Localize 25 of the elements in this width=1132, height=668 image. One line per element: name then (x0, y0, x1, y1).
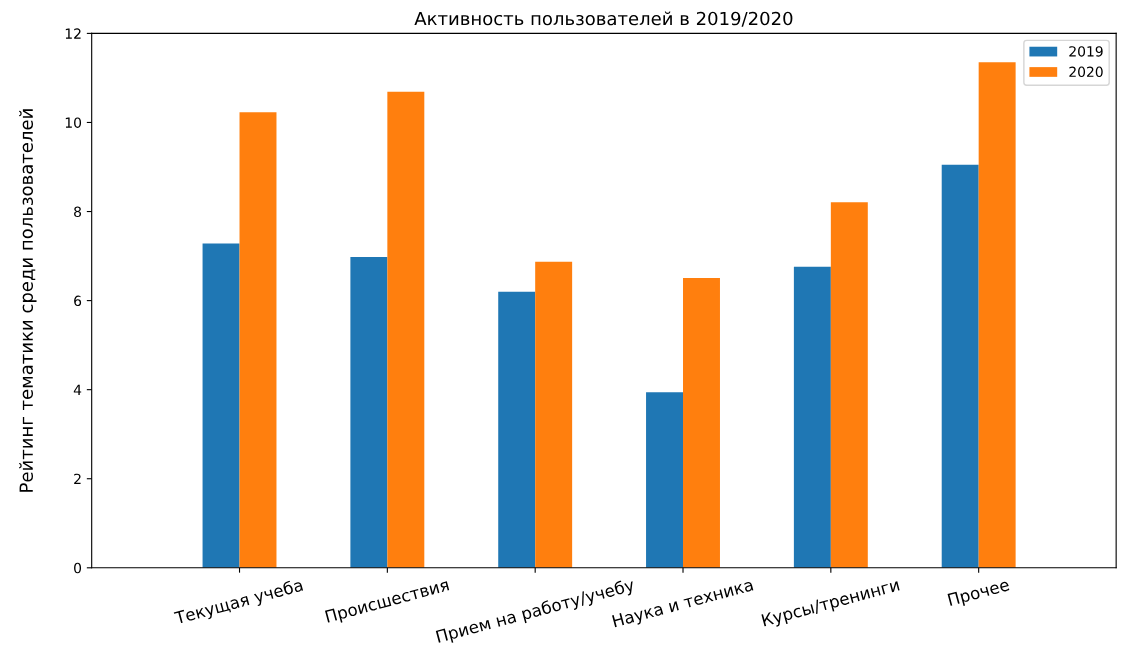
bar (202, 243, 240, 568)
legend-label: 2020 (1069, 66, 1103, 78)
bar (683, 277, 720, 568)
y-axis-title: Рейтинг тематики среди пользователей (19, 109, 37, 492)
bar (387, 91, 425, 568)
y-tick-label: 6 (74, 295, 82, 307)
bar (830, 202, 868, 568)
bar (498, 291, 536, 568)
y-tick-label: 4 (73, 384, 82, 395)
bar (793, 266, 831, 568)
x-tick-label: Текущая учеба (173, 577, 304, 628)
bar (535, 261, 573, 568)
legend-label: 2019 (1069, 46, 1103, 57)
chart-title: Активность пользователей в 2019/2020 (414, 11, 793, 27)
y-tick-label: 2 (74, 473, 81, 485)
bar (350, 256, 388, 568)
y-tick-label: 12 (65, 28, 81, 39)
y-tick-label: 8 (74, 206, 82, 218)
y-tick-label: 0 (74, 562, 82, 574)
bar (239, 112, 277, 568)
bar (978, 62, 1016, 568)
bar (941, 164, 979, 568)
x-tick-label: Прочее (947, 578, 1011, 610)
bar (646, 392, 684, 568)
y-tick-label: 10 (65, 117, 82, 128)
